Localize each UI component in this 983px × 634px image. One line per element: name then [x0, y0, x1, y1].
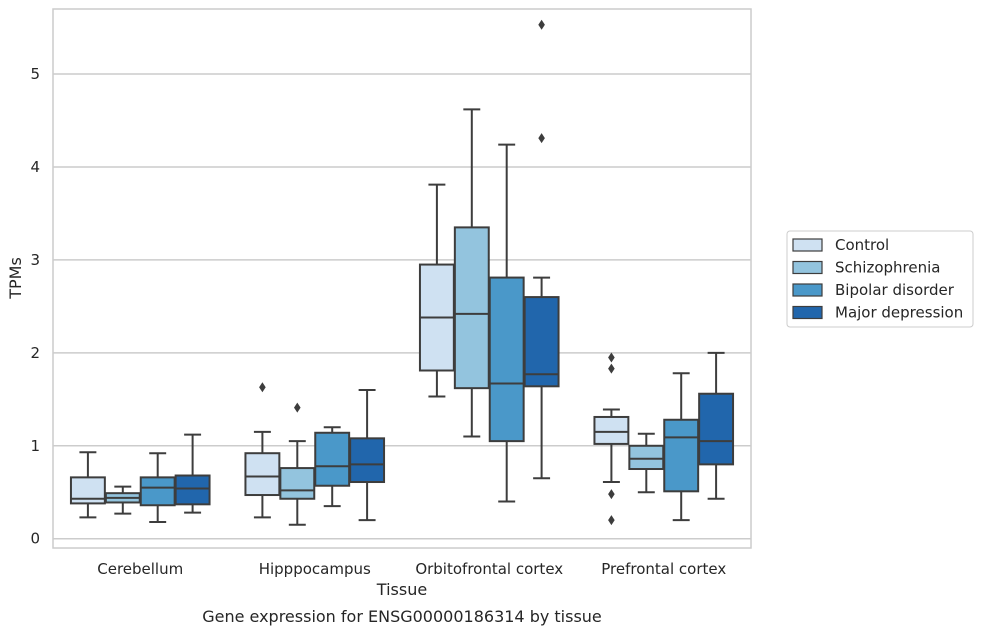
- iqr-box: [698, 392, 735, 466]
- outlier-0: [608, 352, 615, 363]
- y-tick-label-4: 4: [30, 158, 40, 176]
- iqr-box: [663, 418, 700, 493]
- iqr-box: [244, 452, 281, 497]
- outlier-1: [608, 363, 615, 374]
- x-axis-label: Tissue: [376, 580, 427, 599]
- iqr-box: [488, 276, 525, 443]
- legend-swatch-2: [792, 283, 823, 297]
- outlier-0: [294, 402, 301, 413]
- y-tick-label-1: 1: [30, 437, 40, 455]
- iqr-box: [453, 226, 490, 390]
- box-2-0: [418, 183, 455, 398]
- legend-label-3: Major depression: [835, 304, 963, 322]
- outlier-3: [608, 515, 615, 526]
- box-0-2: [139, 452, 176, 523]
- iqr-box: [349, 437, 386, 484]
- y-axis-label: TPMs: [6, 257, 25, 300]
- x-tick-label-0: Cerebellum: [97, 560, 183, 578]
- x-tick-label-3: Prefrontal cortex: [601, 560, 726, 578]
- x-tick-label-1: Hipppocampus: [259, 560, 371, 578]
- y-tick-label-3: 3: [30, 251, 40, 269]
- iqr-box: [314, 431, 351, 487]
- iqr-box: [523, 296, 560, 388]
- box-2-2: [488, 143, 525, 503]
- box-2-1: [453, 108, 490, 438]
- box-0-3: [174, 433, 211, 514]
- outlier-1: [538, 133, 545, 144]
- box-3-1: [628, 432, 665, 494]
- iqr-box: [628, 444, 665, 471]
- box-2-3: [523, 19, 560, 480]
- y-tick-label-5: 5: [30, 65, 40, 83]
- iqr-box: [279, 467, 316, 500]
- x-axis-ticks: Cerebellum Hipppocampus Orbitofrontal cort…: [97, 560, 726, 578]
- x-tick-label-2: Orbitofrontal cortex: [415, 560, 563, 578]
- legend-label-1: Schizophrenia: [835, 259, 940, 277]
- legend-swatch-1: [792, 260, 823, 275]
- legend-swatch-3: [792, 305, 823, 320]
- box-3-2: [663, 372, 700, 522]
- iqr-box: [174, 474, 211, 506]
- box-1-2: [314, 426, 351, 508]
- outlier-0: [259, 382, 266, 393]
- box-1-0: [244, 382, 281, 519]
- iqr-box: [593, 415, 630, 445]
- y-tick-label-0: 0: [30, 530, 40, 548]
- box-0-0: [69, 451, 106, 519]
- legend-frame: [786, 230, 974, 328]
- legend: Control Schizophrenia Bipolar disorder Majo…: [786, 230, 974, 328]
- y-axis-ticks: 0 1 2 3 4 5: [30, 65, 40, 548]
- legend-label-2: Bipolar disorder: [835, 281, 955, 299]
- chart-caption: Gene expression for ENSG00000186314 by t…: [202, 607, 602, 626]
- y-tick-label-2: 2: [30, 344, 40, 362]
- box-3-3: [698, 351, 735, 500]
- legend-label-0: Control: [835, 236, 889, 254]
- box-series: [69, 19, 735, 526]
- box-1-1: [279, 402, 316, 526]
- box-1-3: [349, 389, 386, 522]
- outlier-0: [538, 19, 545, 30]
- legend-swatch-0: [792, 238, 823, 252]
- iqr-box: [139, 476, 176, 507]
- box-3-0: [593, 352, 630, 526]
- outlier-2: [608, 489, 615, 500]
